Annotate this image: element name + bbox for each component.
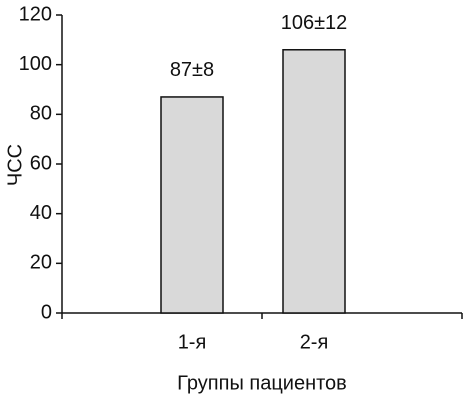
x-tick-label: 2-я: [300, 331, 329, 353]
y-axis-title: ЧСС: [4, 144, 26, 186]
y-tick-label: 0: [41, 301, 52, 323]
y-tick-label: 40: [30, 202, 52, 224]
y-tick-label: 80: [30, 103, 52, 125]
x-axis-title: Группы пациентов: [177, 372, 347, 394]
y-tick-label: 100: [19, 53, 52, 75]
y-tick-label: 20: [30, 252, 52, 274]
bar: [282, 49, 346, 314]
bar: [160, 96, 224, 314]
value-label: 106±12: [281, 12, 348, 34]
y-tick-label: 60: [30, 152, 52, 174]
y-tick-label: 120: [19, 3, 52, 25]
x-tick-label: 1-я: [178, 331, 207, 353]
value-label: 87±8: [170, 59, 214, 81]
